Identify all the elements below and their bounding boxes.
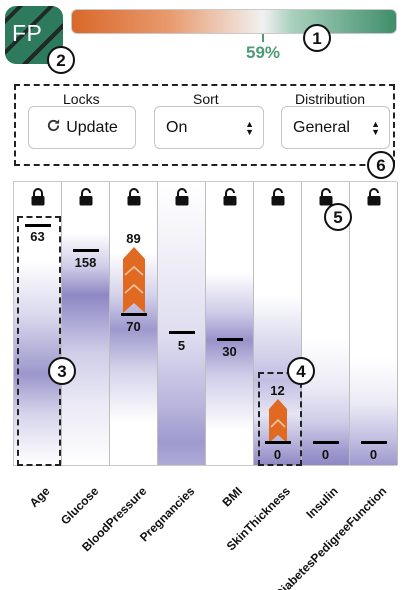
value-marker [264, 441, 291, 444]
callout-2: 2 [47, 46, 75, 74]
lock-open-icon[interactable] [367, 188, 381, 206]
callout-4: 4 [287, 357, 315, 385]
update-button[interactable]: Update [28, 106, 136, 149]
progress-marker [262, 34, 264, 42]
app-logo: FP [5, 6, 63, 64]
feature-value: 70 [126, 319, 141, 334]
updown-icon: ▲ ▼ [245, 118, 254, 137]
feature-label-glucose: Glucose [57, 484, 101, 528]
feature-column-bloodpressure[interactable]: 89 70 [110, 182, 158, 465]
suggested-value: 89 [126, 231, 141, 246]
progress-bar [71, 9, 397, 34]
update-button-label: Update [66, 118, 118, 136]
feature-column-age[interactable]: 63 [14, 182, 62, 465]
logo-text: FP [12, 20, 43, 46]
sort-select[interactable]: On ▲ ▼ [154, 106, 264, 149]
distribution-label: Distribution [295, 91, 366, 107]
callout-6: 6 [367, 151, 395, 179]
lock-open-icon[interactable] [223, 188, 237, 206]
lock-open-icon[interactable] [127, 188, 141, 206]
lock-open-icon[interactable] [271, 188, 285, 206]
feature-value: 63 [30, 229, 45, 244]
feature-value: 0 [273, 447, 282, 462]
value-marker [312, 441, 339, 444]
feature-column-pregnancies[interactable]: 5 [158, 182, 206, 465]
value-marker [120, 313, 147, 316]
callout-5: 5 [324, 203, 352, 231]
feature-value: 30 [222, 344, 237, 359]
increase-arrow [269, 399, 287, 448]
sort-label: Sort [193, 91, 219, 107]
feature-value: 0 [369, 447, 378, 462]
feature-label-age: Age [27, 484, 53, 510]
feature-label-insulin: Insulin [303, 484, 341, 522]
feature-label-bmi: BMI [219, 484, 245, 510]
value-marker [24, 224, 51, 227]
lock-open-icon[interactable] [319, 188, 333, 206]
feature-column-skinthickness[interactable]: 12 0 [254, 182, 302, 465]
feature-column-diabetespedigreefunction[interactable]: 0 [350, 182, 398, 465]
value-marker [168, 331, 195, 334]
locked-feature-highlight [17, 216, 61, 466]
feature-panel: 63 158 89 70 5 [13, 181, 398, 466]
value-marker [72, 249, 99, 252]
progress-label: 59% [246, 43, 281, 62]
controls-panel: Locks Sort Distribution Update On ▲ ▼ Gen… [14, 84, 395, 166]
updown-icon: ▲ ▼ [371, 118, 380, 137]
lock-closed-icon[interactable] [31, 188, 45, 206]
feature-value: 5 [177, 338, 186, 353]
distribution-select[interactable]: General ▲ ▼ [281, 106, 390, 149]
lock-open-icon[interactable] [175, 188, 189, 206]
suggested-value: 12 [270, 383, 285, 398]
distribution-value: General [293, 118, 350, 136]
increase-arrow [123, 247, 145, 318]
callout-1: 1 [303, 24, 331, 52]
locks-label: Locks [63, 91, 100, 107]
lock-open-icon[interactable] [79, 188, 93, 206]
feature-column-bmi[interactable]: 30 [206, 182, 254, 465]
feature-value: 0 [321, 447, 330, 462]
feature-column-glucose[interactable]: 158 [62, 182, 110, 465]
value-marker [216, 338, 243, 341]
callout-3: 3 [48, 357, 76, 385]
feature-value: 158 [74, 255, 97, 270]
refresh-icon [46, 118, 61, 138]
changed-feature-highlight [258, 372, 302, 466]
value-marker [360, 441, 387, 444]
sort-value: On [166, 118, 188, 136]
